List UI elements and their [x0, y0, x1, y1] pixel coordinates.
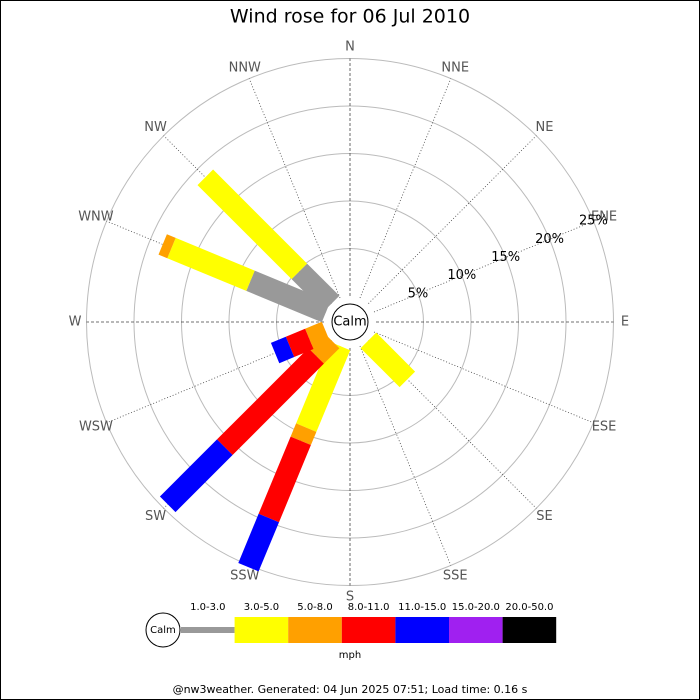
direction-label: NNW: [229, 60, 261, 75]
legend-swatch: [288, 617, 342, 643]
legend-swatch: [341, 617, 396, 643]
legend-label: 3.0-5.0: [244, 602, 279, 613]
chart-title: Wind rose for 06 Jul 2010: [230, 6, 470, 28]
legend-unit: mph: [339, 650, 361, 661]
wind-bar: [360, 332, 416, 388]
direction-label: SW: [145, 509, 166, 524]
wind-bar: [158, 234, 176, 259]
wind-bar: [167, 237, 255, 291]
calm-circle: [331, 303, 369, 341]
legend-label: 1.0-3.0: [190, 602, 225, 613]
legend-swatch: [502, 617, 557, 643]
spoke: [248, 78, 341, 299]
wind-bar: [246, 270, 331, 323]
footer: @nw3weather. Generated: 04 Jun 2025 07:5…: [173, 683, 528, 696]
wind-bar: [258, 436, 311, 523]
spoke: [373, 220, 594, 313]
wind-bar: [270, 336, 295, 364]
direction-label: E: [621, 315, 629, 330]
wind-bar: [238, 513, 279, 572]
calm-label: Calm: [333, 315, 366, 330]
direction-label: SE: [536, 509, 552, 524]
wind-bar: [217, 348, 324, 455]
legend-label: 8.0-11.0: [348, 602, 390, 613]
direction-label: NW: [144, 120, 167, 135]
ring-label: 5%: [408, 286, 429, 301]
direction-label: N: [345, 40, 355, 55]
legend-swatch: [181, 627, 235, 633]
wind-bar: [291, 263, 340, 312]
direction-label: SSW: [230, 569, 260, 584]
spoke: [368, 135, 537, 304]
wind-bar: [159, 439, 233, 513]
spoke: [359, 78, 452, 299]
direction-label: NE: [535, 120, 553, 135]
direction-label: NNE: [441, 60, 469, 75]
spoke: [373, 331, 594, 424]
legend-label: 11.0-15.0: [398, 602, 446, 613]
legend-swatch: [234, 617, 289, 643]
wind-bar: [285, 328, 314, 357]
legend-label: 15.0-20.0: [452, 602, 500, 613]
legend-calm-label: Calm: [150, 625, 176, 636]
legend-label: 5.0-8.0: [297, 602, 332, 613]
wind-bar: [305, 321, 331, 349]
direction-label: SSE: [443, 569, 468, 584]
direction-label: ESE: [592, 420, 617, 435]
legend-swatch: [395, 617, 449, 643]
wind-bar: [197, 169, 308, 280]
ring-label: 20%: [535, 232, 564, 247]
ring-label: 15%: [491, 250, 520, 265]
spoke: [359, 345, 452, 566]
direction-label: S: [346, 590, 354, 605]
direction-label: ENE: [591, 209, 617, 224]
direction-label: W: [69, 315, 82, 330]
direction-label: WNW: [78, 209, 114, 224]
ring-label: 25%: [579, 214, 608, 229]
direction-label: WSW: [79, 420, 113, 435]
wind-bar: [296, 341, 351, 432]
ring-label: 10%: [447, 268, 476, 283]
legend-label: 20.0-50.0: [505, 602, 553, 613]
wind-bar: [290, 423, 317, 445]
legend-swatch: [449, 617, 503, 643]
legend-calm: [145, 612, 181, 648]
